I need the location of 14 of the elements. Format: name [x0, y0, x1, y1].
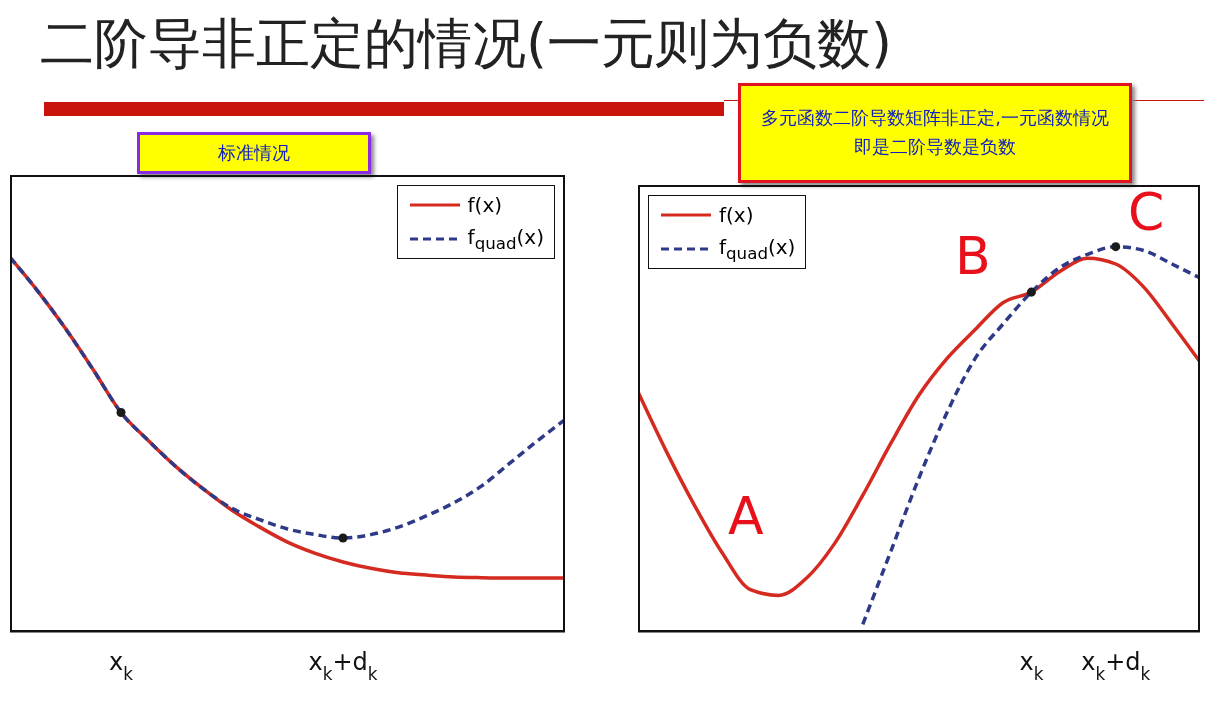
- x-tick-label: x$_{k}$+d$_{k}$: [308, 648, 378, 684]
- x-tick-label: x$_{k}$: [109, 648, 134, 684]
- legend-label: f$_{quad}$(x): [467, 225, 544, 253]
- legend-label: f(x): [467, 193, 503, 217]
- text: C: [1128, 182, 1165, 242]
- legend-label: f(x): [719, 203, 754, 227]
- annotation: A: [728, 486, 764, 546]
- x-tick-label: x$_{k}$: [1019, 648, 1044, 684]
- text: 多元函数二阶导数矩阵非正定,一元函数情况即是二阶导数是负数: [738, 83, 1132, 183]
- x-tick-label: x$_{k}$+d$_{k}$: [1081, 648, 1151, 684]
- legend-label: f$_{quad}$(x): [719, 235, 796, 263]
- text: 标准情况: [137, 132, 371, 174]
- annotation: B: [955, 226, 991, 286]
- chart-title: 二阶导非正定的情况(一元则为负数): [40, 11, 894, 77]
